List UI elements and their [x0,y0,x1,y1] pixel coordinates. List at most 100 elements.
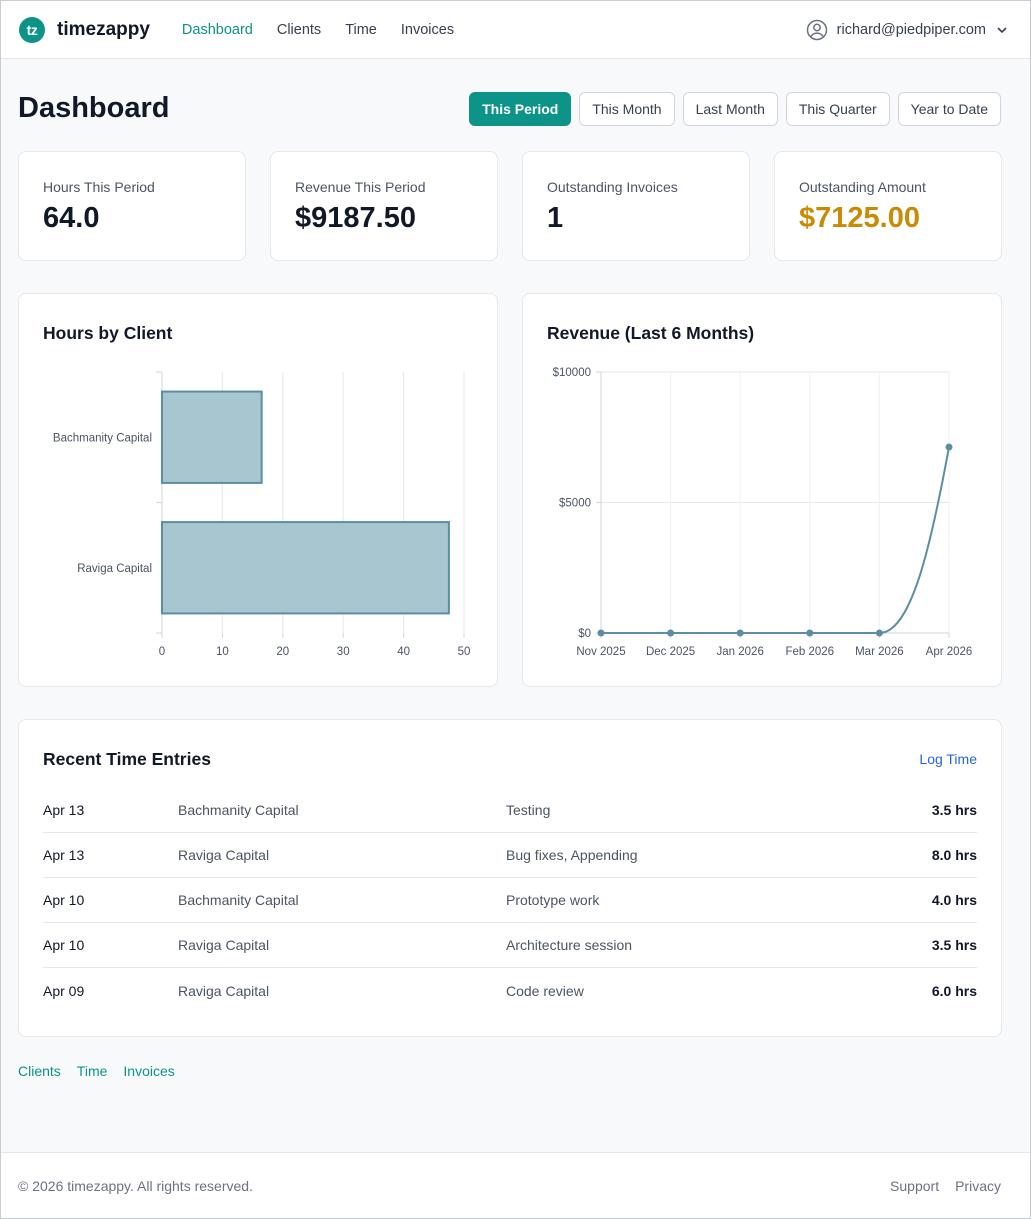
entry-hours: 3.5 hrs [931,802,977,818]
entry-date: Apr 09 [43,982,85,999]
entry-hours: 3.5 hrs [931,937,977,953]
entry-description: Architecture session [506,937,633,953]
stat-label: Outstanding Invoices [547,179,678,195]
page-title: Dashboard [18,92,170,124]
x-tick-label: 20 [276,646,289,658]
x-tick-label: Feb 2026 [785,646,834,658]
table-row[interactable]: Apr 13 Bachmanity Capital Testing 3.5 hr… [43,788,977,833]
entry-client: Raviga Capital [178,847,270,863]
entry-description: Prototype work [506,892,600,908]
footer-support-link[interactable]: Support [890,1177,940,1194]
x-tick-label: 0 [159,646,165,658]
data-point [945,443,953,451]
user-menu[interactable]: richard@piedpiper.com [806,1,1008,59]
x-tick-label: 50 [458,646,471,658]
footer-links: Support Privacy [874,1178,1001,1194]
entry-date: Apr 10 [43,937,85,953]
y-tick-label: Bachmanity Capital [53,432,152,444]
recent-entries-title: Recent Time Entries [43,749,211,769]
data-point [736,629,744,637]
user-email: richard@piedpiper.com [836,22,986,38]
entry-date: Apr 13 [43,847,85,863]
hours-by-client-chart: 0 10 20 30 40 50 Bachmanity Capital Raviga Capi… [53,371,471,658]
recent-entries-card: Recent Time Entries Log Time Apr 13 Bach… [18,719,1002,1037]
entry-client: Raviga Capital [178,982,270,999]
table-row[interactable]: Apr 13 Raviga Capital Bug fixes, Appendi… [43,833,977,878]
table-row[interactable]: Apr 09 Raviga Capital Code review 6.0 hr… [43,968,977,1013]
entry-description: Code review [506,982,584,999]
period-year-to-date-button[interactable]: Year to Date [897,92,1001,126]
data-point [597,629,605,637]
entry-hours: 6.0 hrs [931,982,977,999]
bar [161,521,450,615]
x-tick-label: Mar 2026 [855,646,904,658]
period-selector: This Period This Month Last Month This Q… [461,92,1001,126]
revenue-chart: $0 $5000 $10000 Nov 2025 Dec 2025 Jan 2026 Feb… [553,367,973,658]
period-this-quarter-button[interactable]: This Quarter [785,92,890,126]
nav-time[interactable]: Time [345,21,377,38]
chevron-down-icon [996,24,1008,36]
table-row[interactable]: Apr 10 Raviga Capital Architecture sessi… [43,923,977,968]
stat-value: $9187.50 [295,202,416,234]
top-navbar: tz timezappy Dashboard Clients Time Invo… [1,1,1030,59]
nav-clients[interactable]: Clients [276,21,322,38]
y-tick-label: $5000 [559,498,591,510]
x-tick-label: Apr 2026 [926,646,973,658]
period-this-period-button[interactable]: This Period [469,92,572,126]
logo-icon[interactable]: tz [19,16,45,43]
y-tick-label: $0 [578,628,591,640]
stat-card-revenue: Revenue This Period $9187.50 [270,151,498,261]
entry-hours: 4.0 hrs [931,892,977,908]
stat-label: Revenue This Period [295,179,426,195]
user-circle-icon [806,19,828,41]
entry-date: Apr 10 [43,892,85,908]
footer-privacy-link[interactable]: Privacy [955,1177,1001,1194]
stat-value: $7125.00 [799,202,920,234]
entry-client: Bachmanity Capital [178,892,299,908]
table-row[interactable]: Apr 10 Bachmanity Capital Prototype work… [43,878,977,923]
x-tick-label: Dec 2025 [646,646,695,658]
period-this-month-button[interactable]: This Month [579,92,675,126]
bar [161,390,263,484]
page-footer: © 2026 timezappy. All rights reserved. S… [1,1152,1030,1218]
stat-label: Outstanding Amount [799,179,926,195]
data-point [875,629,883,637]
nav-dashboard[interactable]: Dashboard [181,21,253,38]
main-nav: Dashboard Clients Time Invoices [182,22,478,38]
chart-title: Revenue (Last 6 Months) [547,323,755,343]
entry-client: Raviga Capital [178,937,270,953]
stat-value: 1 [547,202,564,234]
entry-hours: 8.0 hrs [931,847,977,863]
quick-links: Clients Time Invoices [18,1063,191,1079]
x-tick-label: 40 [397,646,410,658]
period-last-month-button[interactable]: Last Month [682,92,778,126]
stat-label: Hours This Period [43,179,155,195]
x-tick-label: 30 [337,646,350,658]
x-tick-label: 10 [216,646,229,658]
log-time-link[interactable]: Log Time [919,751,977,767]
brand-name[interactable]: timezappy [57,18,150,40]
y-tick-label: $10000 [553,367,591,379]
data-point [806,629,814,637]
stat-card-outstanding-invoices: Outstanding Invoices 1 [522,151,750,261]
stat-card-hours: Hours This Period 64.0 [18,151,246,261]
entry-description: Bug fixes, Appending [506,847,638,863]
data-point [667,629,675,637]
entry-client: Bachmanity Capital [178,802,299,818]
chart-title: Hours by Client [43,323,173,343]
copyright-text: © 2026 timezappy. All rights reserved. [18,1177,253,1194]
quick-link-time[interactable]: Time [76,1063,108,1079]
revenue-card: Revenue (Last 6 Months) $0 $5000 $10000 Nov… [522,293,1002,687]
revenue-series-line [601,446,950,634]
hours-by-client-card: Hours by Client 0 10 20 30 40 50 Bachmanity Ca… [18,293,498,687]
entry-description: Testing [506,802,551,818]
entries-list: Apr 13 Bachmanity Capital Testing 3.5 hr… [43,788,977,1013]
entry-date: Apr 13 [43,802,85,818]
nav-invoices[interactable]: Invoices [400,21,455,38]
stat-value: 64.0 [43,202,100,234]
y-tick-label: Raviga Capital [77,563,152,575]
quick-link-clients[interactable]: Clients [18,1063,61,1079]
stat-card-outstanding-amount: Outstanding Amount $7125.00 [774,151,1002,261]
quick-link-invoices[interactable]: Invoices [123,1063,175,1079]
x-tick-label: Jan 2026 [717,646,764,658]
